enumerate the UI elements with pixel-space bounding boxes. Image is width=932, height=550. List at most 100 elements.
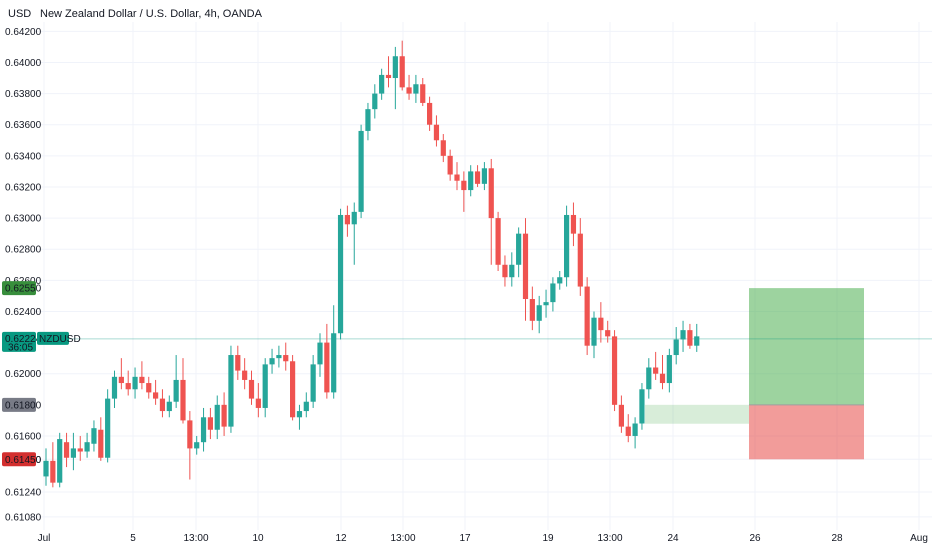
time-tick-label: 24 bbox=[667, 533, 679, 544]
candle bbox=[221, 392, 227, 436]
candle-body bbox=[153, 392, 159, 399]
candle-body bbox=[344, 214, 350, 225]
price-tick-label: 0.62800 bbox=[5, 245, 42, 256]
candle bbox=[358, 124, 364, 219]
candle-body bbox=[694, 336, 700, 346]
candle bbox=[440, 134, 446, 163]
candle bbox=[379, 68, 385, 100]
candle-body bbox=[392, 56, 398, 79]
candle bbox=[522, 218, 529, 321]
time-axis[interactable]: Jul 5 13:00 10 12 13:00 17 19 13:00 24 26 28 Aug bbox=[38, 533, 928, 544]
price-tick-label: 0.63600 bbox=[5, 120, 42, 131]
time-tick-label: 12 bbox=[335, 533, 347, 544]
candle bbox=[125, 370, 131, 396]
candle bbox=[488, 158, 494, 265]
candle bbox=[276, 345, 282, 368]
candle bbox=[454, 162, 460, 191]
price-tick-label: 0.64200 bbox=[5, 27, 42, 38]
candle bbox=[632, 417, 638, 449]
candle bbox=[509, 252, 515, 287]
stop-price-tag: 0.61450 bbox=[2, 452, 42, 467]
candle bbox=[283, 342, 289, 371]
entry-price-tag-label: 0.61800 bbox=[5, 400, 42, 411]
candle-body bbox=[536, 305, 542, 321]
candle bbox=[344, 205, 350, 237]
candle bbox=[63, 432, 70, 468]
candle-body bbox=[173, 379, 179, 402]
candle-body bbox=[557, 277, 563, 284]
price-tick-label: 0.62400 bbox=[5, 307, 42, 318]
target-price-tag-label: 0.62550 bbox=[5, 284, 42, 295]
candle-body bbox=[653, 367, 659, 374]
candle-body bbox=[673, 339, 679, 356]
candle bbox=[166, 395, 172, 418]
candle bbox=[255, 383, 261, 418]
candle bbox=[495, 211, 501, 271]
candle-body bbox=[584, 286, 590, 346]
candle-body bbox=[214, 404, 220, 430]
candle bbox=[673, 327, 679, 365]
candle-body bbox=[317, 342, 323, 365]
candle-body bbox=[139, 376, 145, 384]
candle bbox=[392, 46, 398, 110]
candle bbox=[420, 78, 426, 107]
candle-body bbox=[221, 404, 227, 427]
candle-body bbox=[522, 233, 529, 300]
candle bbox=[516, 227, 522, 278]
candle bbox=[570, 202, 577, 247]
candle bbox=[385, 56, 392, 88]
candle bbox=[262, 358, 268, 418]
candle bbox=[372, 84, 378, 119]
time-tick-label: 19 bbox=[542, 533, 554, 544]
candle bbox=[180, 358, 186, 424]
candle bbox=[481, 162, 487, 191]
candle bbox=[173, 355, 179, 408]
candle-body bbox=[611, 336, 618, 405]
time-tick-label: Jul bbox=[38, 533, 51, 544]
candle-body bbox=[447, 155, 453, 175]
candle-body bbox=[63, 442, 70, 458]
candle bbox=[365, 102, 371, 141]
symbol-badge-label: NZDUSD bbox=[39, 334, 81, 345]
price-axis[interactable]: 0.64200 0.64000 0.63800 0.63600 0.63400 0.632… bbox=[5, 27, 42, 524]
candle bbox=[550, 277, 556, 312]
candle bbox=[242, 358, 248, 390]
candle-body bbox=[166, 401, 172, 412]
candle bbox=[502, 255, 508, 287]
candle-body bbox=[659, 373, 666, 384]
candle-body bbox=[543, 302, 549, 306]
candle bbox=[317, 333, 323, 377]
candle bbox=[146, 376, 152, 399]
candle bbox=[57, 432, 63, 488]
candle-body bbox=[111, 376, 118, 399]
candle bbox=[406, 74, 412, 100]
candle bbox=[228, 345, 234, 433]
candle-body bbox=[639, 389, 645, 424]
candle bbox=[200, 407, 207, 452]
position-zones bbox=[34, 288, 932, 460]
time-tick-label: Aug bbox=[910, 533, 928, 544]
candle-body bbox=[372, 93, 378, 110]
time-tick-label: 13:00 bbox=[390, 533, 415, 544]
current-price-value: 0.62224 bbox=[5, 334, 42, 345]
candle-body bbox=[632, 423, 638, 436]
candle bbox=[214, 395, 220, 440]
stop-price-tag-label: 0.61450 bbox=[5, 455, 42, 466]
candle-body bbox=[516, 233, 522, 265]
price-tick-label: 0.62000 bbox=[5, 369, 42, 380]
candle-body bbox=[43, 460, 49, 477]
price-tick-label: 0.63800 bbox=[5, 89, 42, 100]
price-tick-label: 0.61080 bbox=[5, 512, 42, 523]
candle-body bbox=[262, 364, 268, 408]
candle-body bbox=[303, 401, 309, 412]
candle-body bbox=[200, 417, 207, 443]
candle-body bbox=[331, 333, 337, 393]
candle-body bbox=[187, 420, 193, 449]
candle bbox=[659, 355, 666, 390]
candle bbox=[43, 448, 49, 486]
candle bbox=[653, 351, 659, 380]
candle-body bbox=[310, 364, 316, 402]
